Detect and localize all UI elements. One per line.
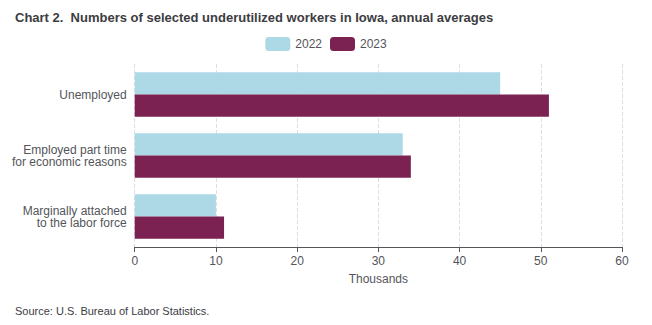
- svg-text:30: 30: [372, 254, 386, 268]
- svg-text:Chart 2. Numbers of selected: Chart 2. Numbers of selected underutiliz…: [15, 10, 493, 25]
- svg-text:10: 10: [209, 254, 223, 268]
- svg-text:2022: 2022: [295, 37, 322, 51]
- svg-text:Thousands: Thousands: [349, 272, 408, 286]
- svg-text:for economic reasons: for economic reasons: [12, 155, 127, 169]
- svg-text:40: 40: [453, 254, 467, 268]
- svg-text:0: 0: [131, 254, 138, 268]
- svg-text:Unemployed: Unemployed: [59, 88, 126, 102]
- svg-text:60: 60: [615, 254, 629, 268]
- svg-text:to the labor force: to the labor force: [37, 216, 127, 230]
- svg-text:20: 20: [290, 254, 304, 268]
- svg-text:Source: U.S. Bureau of Labor S: Source: U.S. Bureau of Labor Statistics.: [15, 305, 209, 317]
- svg-text:Marginally attached: Marginally attached: [22, 203, 127, 218]
- svg-text:Employed part time: Employed part time: [23, 142, 127, 157]
- svg-text:2023: 2023: [360, 37, 387, 51]
- svg-text:50: 50: [534, 254, 548, 268]
